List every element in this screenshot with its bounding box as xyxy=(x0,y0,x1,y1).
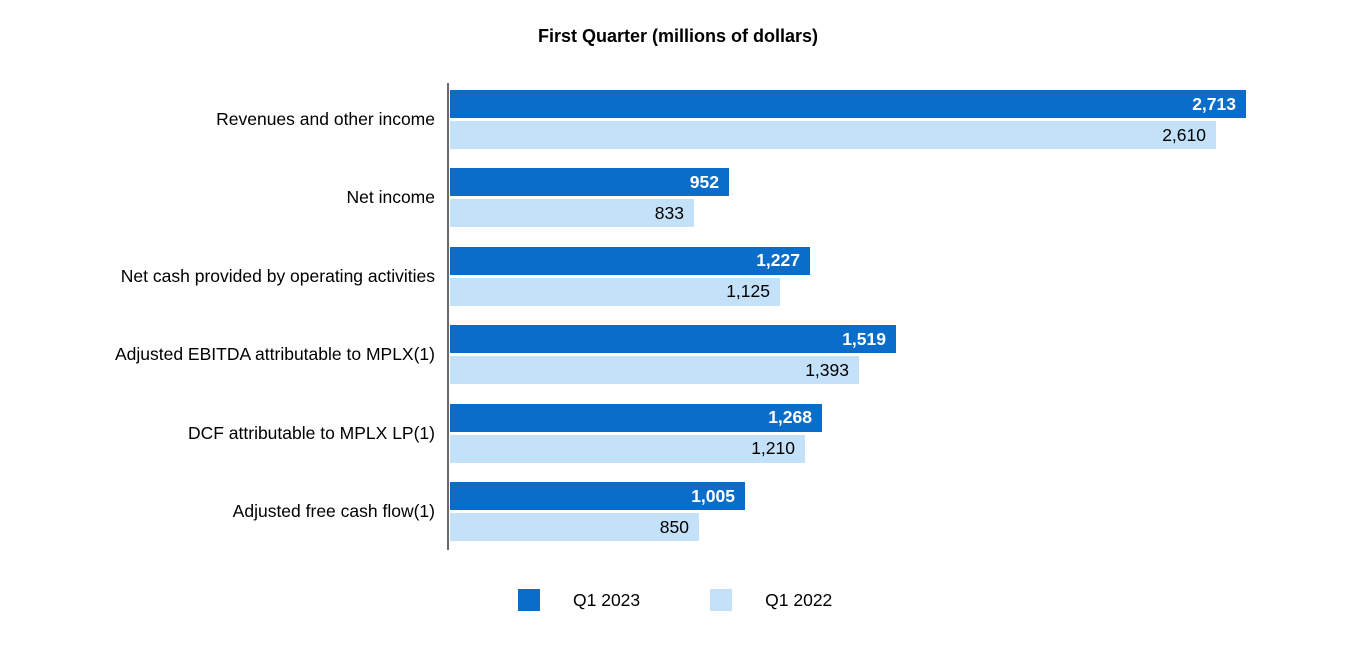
bar-q1-2022: 2,610 xyxy=(450,121,1216,149)
category-label: Net income xyxy=(346,187,435,208)
bar-value-label: 1,519 xyxy=(842,328,886,349)
bar-q1-2022: 1,125 xyxy=(450,277,780,306)
legend-item-q1-2023: Q1 2023 xyxy=(518,589,640,611)
category-axis-baseline xyxy=(447,83,449,550)
bar-q1-2023: 952 xyxy=(450,168,729,197)
bar-value-label: 1,210 xyxy=(751,438,795,459)
category-label: Net cash provided by operating activitie… xyxy=(120,265,435,286)
legend-label: Q1 2023 xyxy=(573,589,641,610)
bar-value-label: 2,713 xyxy=(1192,93,1236,114)
bar-q1-2023: 2,713 xyxy=(450,90,1246,118)
bar-value-label: 1,268 xyxy=(768,407,812,428)
bar-value-label: 952 xyxy=(689,171,719,192)
bar-q1-2023: 1,005 xyxy=(450,482,745,510)
bar-q1-2022: 833 xyxy=(450,199,694,228)
bar-value-label: 850 xyxy=(659,516,689,537)
category-label: Adjusted free cash flow(1) xyxy=(232,501,435,521)
chart-title: First Quarter (millions of dollars) xyxy=(537,26,819,46)
bar-q1-2023: 1,519 xyxy=(450,325,896,354)
bar-q1-2022: 1,210 xyxy=(450,434,805,463)
bar-q1-2022: 1,393 xyxy=(450,356,859,385)
category-label: Adjusted EBITDA attributable to MPLX(1) xyxy=(114,344,435,365)
category-label: Revenues and other income xyxy=(216,109,435,129)
bar-q1-2023: 1,227 xyxy=(450,246,810,275)
bar-value-label: 2,610 xyxy=(1162,124,1206,145)
bar-q1-2023: 1,268 xyxy=(450,403,822,432)
bar-value-label: 833 xyxy=(654,202,684,223)
bar-value-label: 1,227 xyxy=(756,250,800,271)
bar-value-label: 1,005 xyxy=(691,485,735,506)
bar-value-label: 1,393 xyxy=(805,359,849,380)
bar-value-label: 1,125 xyxy=(726,281,770,302)
legend-swatch-icon xyxy=(710,589,733,611)
bar-q1-2022: 850 xyxy=(450,513,699,541)
category-label: DCF attributable to MPLX LP(1) xyxy=(187,422,435,443)
legend-swatch-icon xyxy=(518,589,540,611)
legend-label: Q1 2022 xyxy=(765,589,833,610)
legend-item-q1-2022: Q1 2022 xyxy=(710,589,832,611)
legend: Q1 2023 Q1 2022 xyxy=(518,589,832,611)
